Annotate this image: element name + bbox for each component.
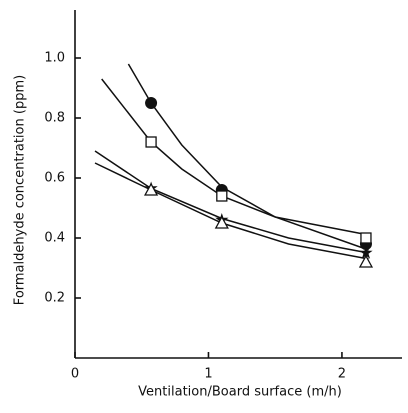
y-tick-label: 0.2 [44,291,65,306]
fit-curve [101,78,369,236]
y-tick-label: 0.8 [44,111,65,126]
marker [145,97,158,109]
marker [358,254,374,268]
y-tick-label: 1.0 [44,51,65,66]
x-tick-label: 0 [71,367,79,382]
marker [145,136,157,148]
fit-curve [127,63,369,251]
y-axis-label: Formaldehyde concentration (ppm) [13,75,28,305]
x-axis-label: Ventilation/Board surface (m/h) [138,385,342,400]
marker [360,232,372,244]
fit-curve [94,150,369,254]
marker [214,215,229,229]
y-tick-label: 0.4 [44,231,65,246]
x-tick-label: 2 [338,367,346,382]
marker [143,182,159,196]
x-tick-label: 1 [204,367,212,382]
marker [216,190,228,202]
y-tick-label: 0.6 [44,171,65,186]
marker [359,246,373,259]
